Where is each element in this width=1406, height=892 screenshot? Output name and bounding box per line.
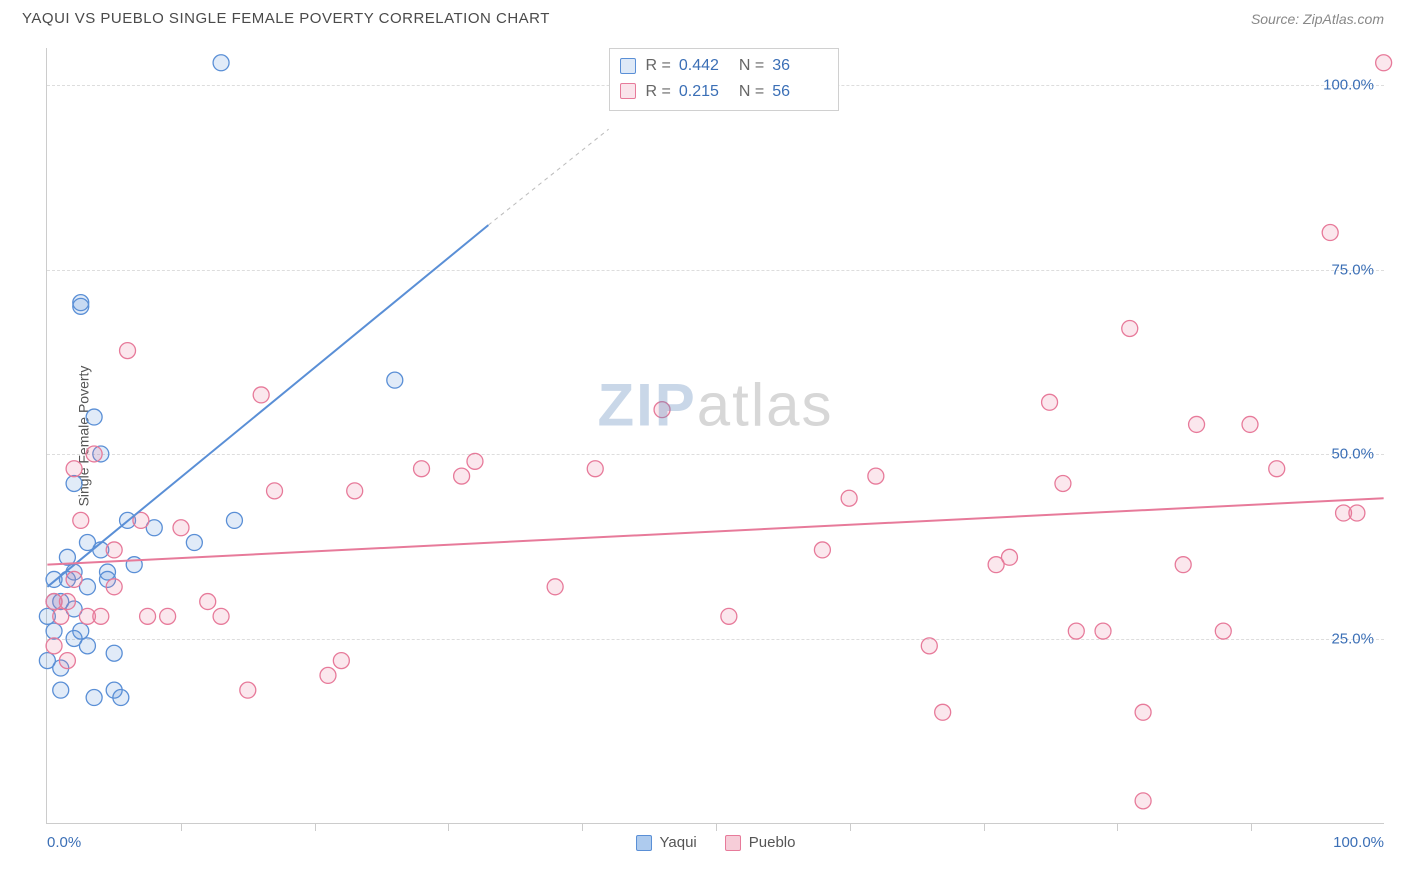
stats-legend-box: R = 0.442 N = 36 R = 0.215 N = 56 [609, 48, 840, 111]
trend-line [47, 225, 488, 587]
data-point [66, 475, 82, 491]
data-point [186, 535, 202, 551]
data-point [1095, 623, 1111, 639]
data-point [1055, 475, 1071, 491]
data-point [53, 682, 69, 698]
data-point [106, 542, 122, 558]
data-point [1068, 623, 1084, 639]
legend-swatch [725, 835, 741, 851]
data-point [347, 483, 363, 499]
data-point [814, 542, 830, 558]
data-point [547, 579, 563, 595]
data-point [1269, 461, 1285, 477]
r-label: R = [646, 79, 671, 105]
r-value: 0.442 [679, 53, 731, 79]
series-swatch [620, 58, 636, 74]
data-point [841, 490, 857, 506]
data-point [253, 387, 269, 403]
stats-row: R = 0.442 N = 36 [620, 53, 825, 79]
data-point [46, 623, 62, 639]
data-point [200, 594, 216, 610]
data-point [73, 295, 89, 311]
chart-area: Single Female Poverty ZIPatlas R = 0.442… [46, 48, 1384, 824]
legend-item: Pueblo [725, 834, 796, 851]
trend-line [47, 498, 1383, 564]
stats-row: R = 0.215 N = 56 [620, 79, 825, 105]
scatter-plot [47, 48, 1384, 823]
n-value: 36 [772, 53, 824, 79]
data-point [53, 608, 69, 624]
data-point [1376, 55, 1392, 71]
legend-label: Yaqui [660, 834, 697, 851]
source-label: Source: ZipAtlas.com [1251, 11, 1384, 27]
data-point [1001, 549, 1017, 565]
data-point [587, 461, 603, 477]
data-point [1135, 793, 1151, 809]
data-point [120, 343, 136, 359]
data-point [1175, 557, 1191, 573]
data-point [1242, 416, 1258, 432]
data-point [454, 468, 470, 484]
data-point [106, 645, 122, 661]
data-point [654, 402, 670, 418]
series-legend: Yaqui Pueblo [636, 834, 796, 851]
y-tick-label: 75.0% [1331, 261, 1374, 278]
legend-item: Yaqui [636, 834, 697, 851]
data-point [59, 653, 75, 669]
data-point [66, 461, 82, 477]
data-point [1349, 505, 1365, 521]
data-point [160, 608, 176, 624]
data-point [1042, 394, 1058, 410]
data-point [333, 653, 349, 669]
data-point [59, 594, 75, 610]
data-point [240, 682, 256, 698]
data-point [106, 579, 122, 595]
data-point [46, 638, 62, 654]
x-tick-label-min: 0.0% [47, 834, 81, 851]
data-point [1215, 623, 1231, 639]
data-point [86, 690, 102, 706]
data-point [213, 55, 229, 71]
x-tick-label-max: 100.0% [1333, 834, 1384, 851]
data-point [1135, 704, 1151, 720]
chart-title: YAQUI VS PUEBLO SINGLE FEMALE POVERTY CO… [22, 10, 550, 27]
n-label: N = [739, 53, 764, 79]
data-point [73, 512, 89, 528]
data-point [267, 483, 283, 499]
chart-header: YAQUI VS PUEBLO SINGLE FEMALE POVERTY CO… [0, 0, 1406, 35]
n-label: N = [739, 79, 764, 105]
y-tick-label: 25.0% [1331, 631, 1374, 648]
data-point [1322, 225, 1338, 241]
data-point [226, 512, 242, 528]
data-point [721, 608, 737, 624]
legend-swatch [636, 835, 652, 851]
data-point [1189, 416, 1205, 432]
data-point [66, 571, 82, 587]
r-value: 0.215 [679, 79, 731, 105]
data-point [921, 638, 937, 654]
n-value: 56 [772, 79, 824, 105]
data-point [935, 704, 951, 720]
y-tick-label: 100.0% [1323, 76, 1374, 93]
data-point [73, 623, 89, 639]
y-tick-label: 50.0% [1331, 446, 1374, 463]
trend-line-dashed [488, 129, 608, 225]
data-point [113, 690, 129, 706]
data-point [93, 608, 109, 624]
series-swatch [620, 83, 636, 99]
data-point [79, 638, 95, 654]
legend-label: Pueblo [749, 834, 796, 851]
data-point [320, 667, 336, 683]
data-point [414, 461, 430, 477]
data-point [467, 453, 483, 469]
data-point [213, 608, 229, 624]
r-label: R = [646, 53, 671, 79]
data-point [86, 446, 102, 462]
data-point [140, 608, 156, 624]
data-point [86, 409, 102, 425]
data-point [1122, 320, 1138, 336]
data-point [868, 468, 884, 484]
data-point [173, 520, 189, 536]
data-point [387, 372, 403, 388]
